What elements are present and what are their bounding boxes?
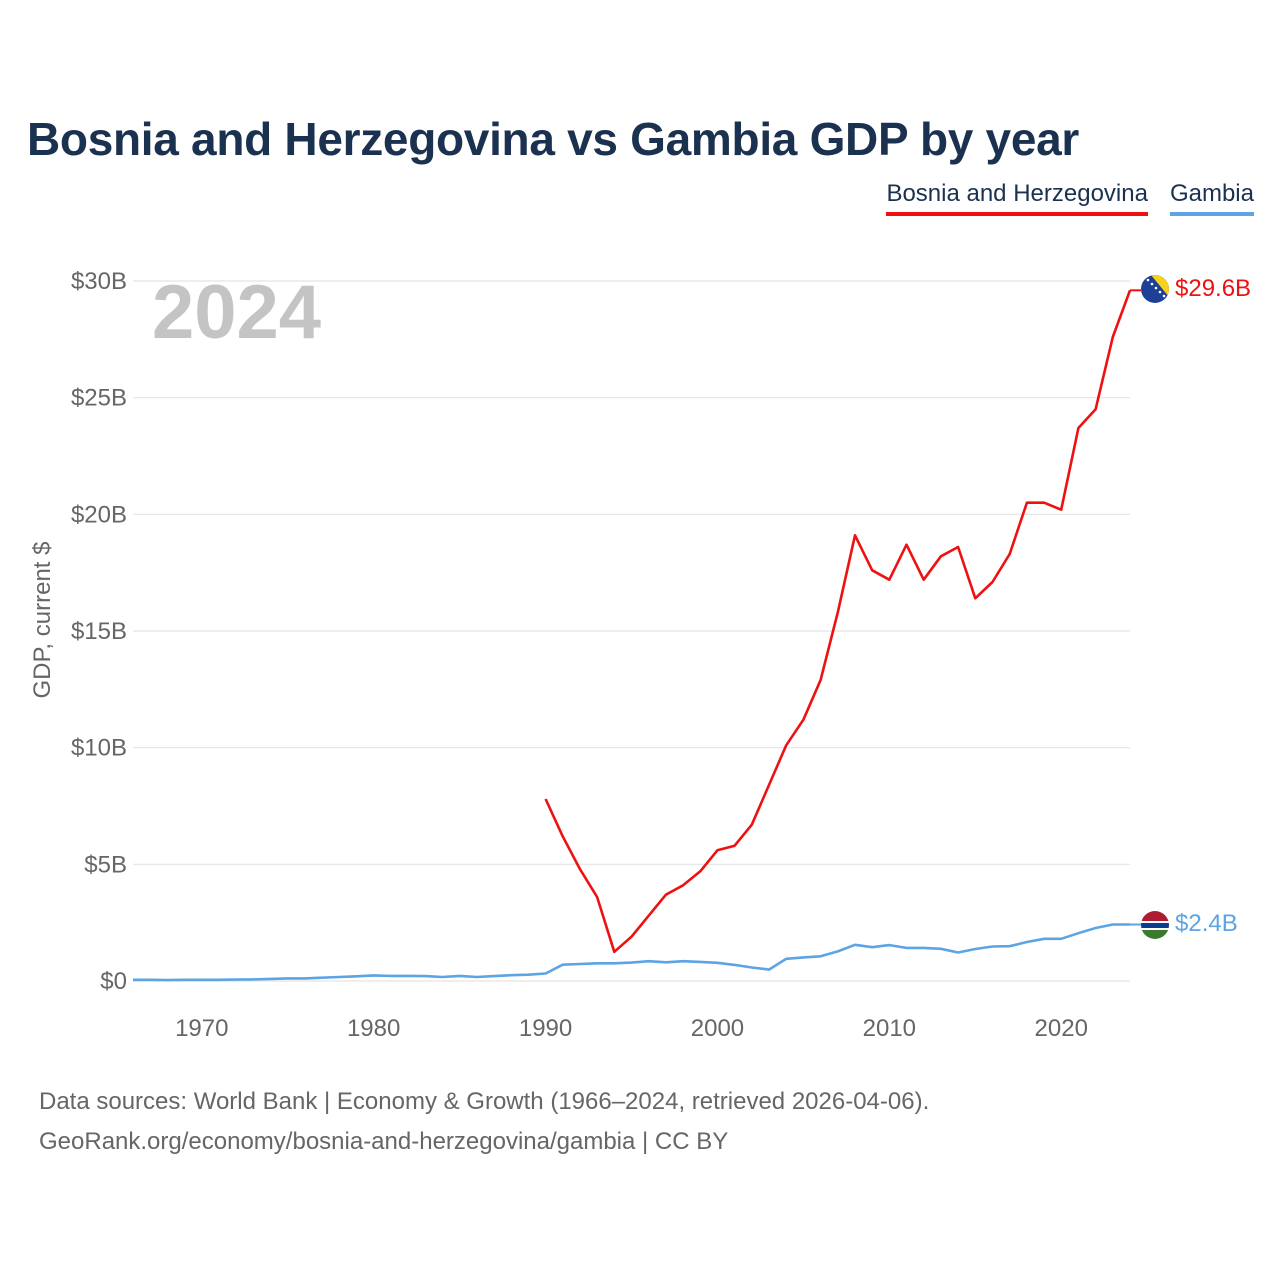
legend-item-bosnia[interactable]: Bosnia and Herzegovina <box>886 180 1148 216</box>
x-tick-label: 1980 <box>347 1015 400 1042</box>
x-tick-label: 1970 <box>175 1015 228 1042</box>
y-tick-label: $0 <box>100 968 127 995</box>
gridlines <box>133 280 1130 982</box>
y-tick-label: $30B <box>71 268 127 295</box>
y-tick-label: $25B <box>71 385 127 412</box>
series-lines <box>133 289 1141 982</box>
end-label-bosnia: $29.6B <box>1175 275 1251 302</box>
series-line-bosnia <box>544 289 1132 954</box>
y-tick-label: $5B <box>84 851 127 878</box>
x-tick-label: 2010 <box>863 1015 916 1042</box>
legend: Bosnia and Herzegovina Gambia <box>886 180 1254 216</box>
x-tick-label: 2000 <box>691 1015 744 1042</box>
source-line-1: Data sources: World Bank | Economy & Gro… <box>39 1088 930 1115</box>
x-tick-label: 1990 <box>519 1015 572 1042</box>
y-tick-label: $20B <box>71 501 127 528</box>
end-label-gambia: $2.4B <box>1175 910 1238 937</box>
x-tick-label: 2020 <box>1035 1015 1088 1042</box>
y-tick-label: $15B <box>71 618 127 645</box>
current-year-label: 2024 <box>152 270 321 355</box>
y-axis-label: GDP, current $ <box>29 542 56 699</box>
y-tick-label: $10B <box>71 735 127 762</box>
series-line-gambia <box>133 923 1130 982</box>
y-axis-ticks: $0 $5B $10B $15B $20B $25B $30B <box>71 268 127 995</box>
legend-item-gambia[interactable]: Gambia <box>1169 180 1254 216</box>
bosnia-flag-icon <box>1141 275 1169 303</box>
source-line-2[interactable]: GeoRank.org/economy/bosnia-and-herzegovi… <box>39 1128 729 1155</box>
chart-title: Bosnia and Herzegovina vs Gambia GDP by … <box>27 113 1080 165</box>
gambia-flag-icon <box>1141 911 1169 939</box>
x-axis-ticks: 1970 1980 1990 2000 2010 2020 <box>175 1015 1088 1042</box>
source-note: Data sources: World Bank | Economy & Gro… <box>39 1082 929 1162</box>
